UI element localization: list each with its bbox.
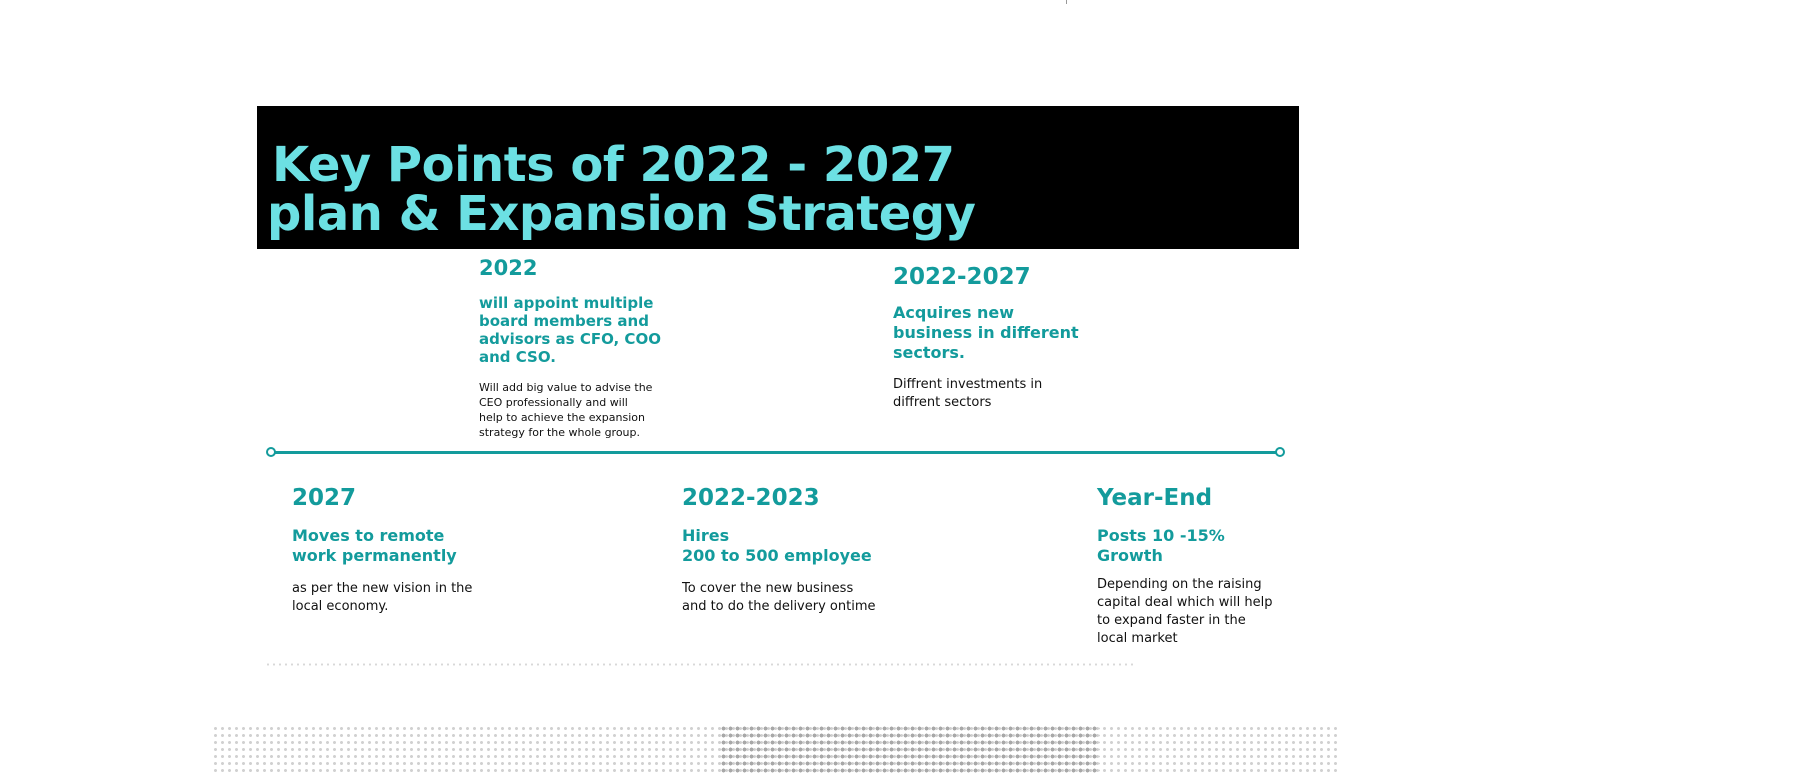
milestone-2022-2023: 2022-2023 Hires 200 to 500 employee To c…: [682, 484, 875, 616]
timeline-end-dot: [1275, 447, 1285, 457]
milestone-year: 2022: [479, 256, 538, 280]
milestone-year: 2027: [292, 485, 357, 511]
milestone-heading: Posts 10 -15% Growth: [1097, 526, 1225, 565]
milestone-year-end: Year-End Posts 10 -15% Growth Depending …: [1097, 484, 1272, 648]
milestone-description: To cover the new business and to do the …: [682, 581, 876, 614]
milestone-heading: Moves to remote work permanently: [292, 526, 457, 565]
top-tick-mark: [1066, 0, 1067, 4]
timeline-start-dot: [266, 447, 276, 457]
milestone-2022-2027: 2022-2027 Acquires new business in diffe…: [893, 263, 1079, 412]
decorative-halftone-center: [720, 725, 1100, 775]
decorative-dot-row: [265, 663, 1135, 666]
milestone-year: 2022-2027: [893, 264, 1031, 290]
milestone-year: 2022-2023: [682, 485, 820, 511]
page-title-line-2: plan & Expansion Strategy: [267, 186, 976, 242]
milestone-heading: will appoint multiple board members and …: [479, 294, 661, 366]
milestone-heading: Hires 200 to 500 employee: [682, 526, 872, 565]
page-title-line-1: Key Points of 2022 - 2027: [272, 137, 955, 193]
milestone-year: Year-End: [1097, 485, 1213, 511]
milestone-2022: 2022 will appoint multiple board members…: [479, 254, 661, 440]
milestone-description: as per the new vision in the local econo…: [292, 581, 473, 614]
timeline-line: [267, 451, 1284, 454]
milestone-2027: 2027 Moves to remote work permanently as…: [292, 484, 472, 616]
milestone-heading: Acquires new business in different secto…: [893, 303, 1079, 362]
milestone-description: Depending on the raising capital deal wh…: [1097, 577, 1273, 646]
title-banner: Key Points of 2022 - 2027 plan & Expansi…: [257, 106, 1299, 249]
milestone-description: Will add big value to advise the CEO pro…: [479, 381, 653, 439]
milestone-description: Diffrent investments in diffrent sectors: [893, 377, 1043, 410]
